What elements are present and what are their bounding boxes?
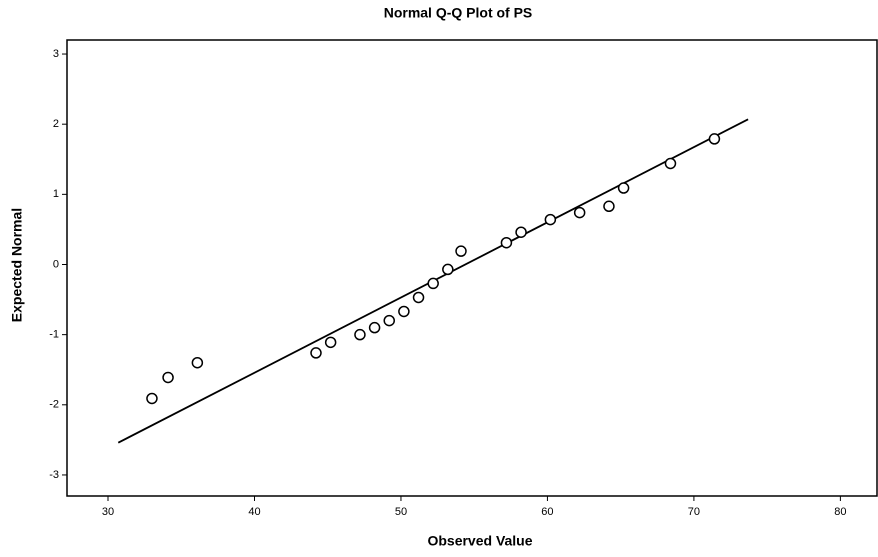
y-tick-label: 0 (53, 258, 59, 270)
x-tick-label: 50 (395, 506, 407, 518)
point (324, 336, 337, 349)
point (191, 356, 204, 369)
y-tick-label: 3 (53, 48, 59, 60)
point (354, 328, 366, 341)
y-tick-label: 1 (53, 188, 59, 200)
point (603, 200, 615, 213)
point (515, 226, 527, 238)
point (455, 245, 467, 257)
y-axis-label: Expected Normal (9, 208, 25, 322)
chart-title: Normal Q-Q Plot of PS (384, 5, 533, 21)
point (708, 133, 721, 145)
x-tick-label: 70 (688, 506, 700, 518)
point (412, 291, 425, 304)
point (664, 157, 677, 170)
y-tick-label: -2 (49, 399, 59, 411)
point (383, 314, 395, 327)
point (442, 263, 454, 276)
x-tick-label: 40 (248, 506, 260, 518)
point (500, 236, 513, 249)
plot-frame (66, 39, 878, 497)
y-tick-label: -1 (49, 329, 59, 341)
y-tick-label: 2 (53, 118, 59, 130)
point (427, 277, 439, 290)
point (162, 371, 174, 384)
point (617, 182, 630, 194)
point (146, 392, 158, 405)
point (544, 213, 557, 226)
x-axis-label: Observed Value (427, 533, 532, 549)
y-tick-label: -3 (49, 469, 59, 481)
point (398, 305, 410, 318)
point (573, 206, 586, 219)
x-tick-label: 30 (102, 506, 114, 518)
point (310, 347, 322, 359)
x-tick-label: 80 (834, 506, 846, 518)
point (368, 321, 381, 334)
x-tick-label: 60 (541, 506, 553, 518)
